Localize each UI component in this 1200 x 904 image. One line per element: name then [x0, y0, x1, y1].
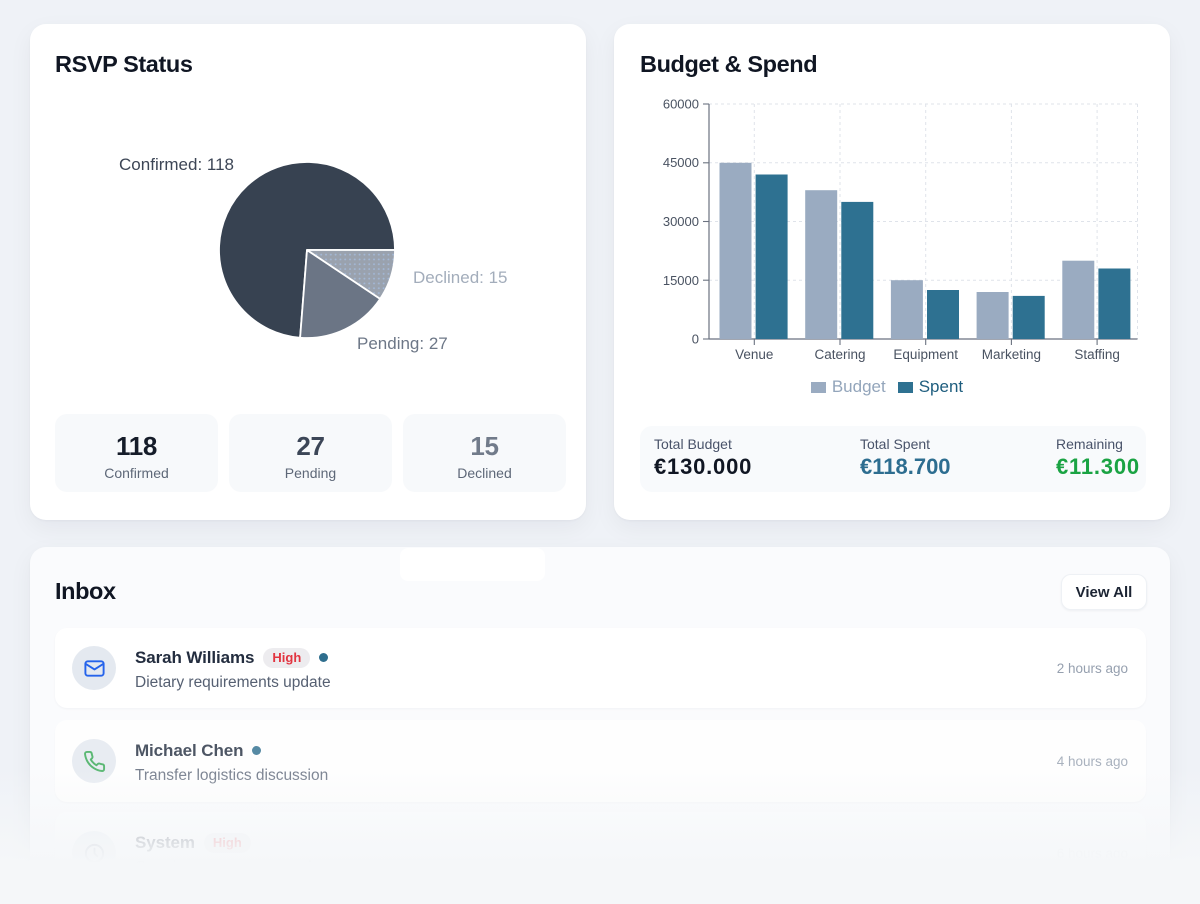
- svg-text:60000: 60000: [663, 97, 699, 112]
- svg-text:Staffing: Staffing: [1074, 347, 1120, 362]
- svg-text:30000: 30000: [663, 214, 699, 229]
- svg-text:0: 0: [692, 332, 699, 347]
- svg-text:45000: 45000: [663, 155, 699, 170]
- svg-text:Venue: Venue: [735, 347, 773, 362]
- svg-text:Marketing: Marketing: [982, 347, 1041, 362]
- svg-text:Catering: Catering: [814, 347, 865, 362]
- svg-text:Equipment: Equipment: [893, 347, 958, 362]
- svg-text:15000: 15000: [663, 273, 699, 288]
